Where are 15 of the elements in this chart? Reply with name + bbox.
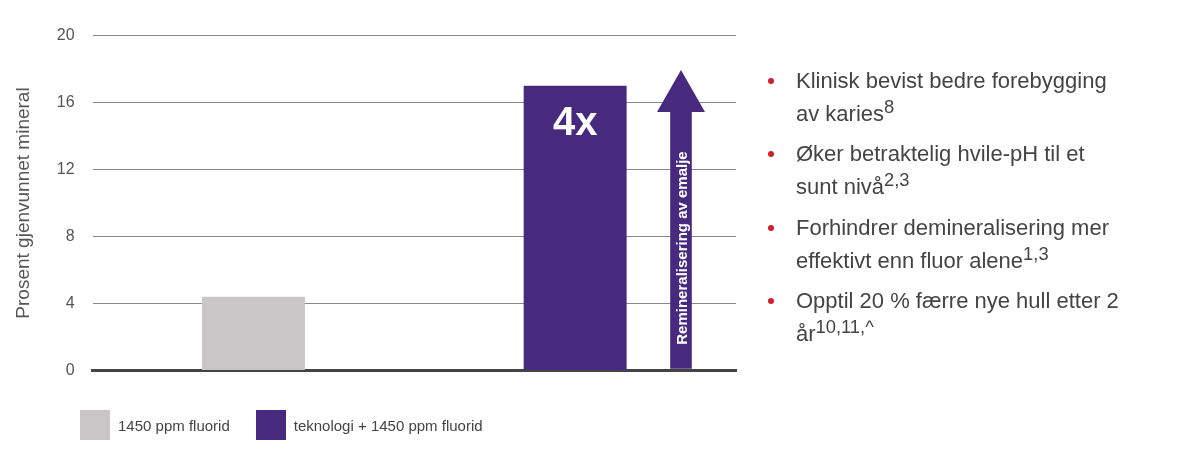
text: Opptil 20 % færre nye hull etter 2 år$^{10,11,^}$	[796, 287, 1120, 348]
legend-label: teknologi + 1450 ppm fluorid	[293, 416, 483, 434]
y-tick-label: 16	[56, 92, 75, 110]
text: Øker betraktelig hvile-pH til et sunt nivå$^{2,3}$	[796, 141, 1086, 201]
y-tick-label: 4	[65, 293, 75, 311]
annotation: 4x	[552, 98, 598, 143]
y-axis-title: Prosent gjenvunnet mineral	[11, 87, 33, 319]
y-tick-label: 8	[65, 226, 75, 244]
annotation: Remineralisering av emalje	[672, 151, 690, 345]
y-tick-label: 20	[56, 26, 75, 44]
text: Klinisk bevist bedre forebygging av karies$^{8}$	[796, 68, 1108, 128]
legend-label: 1450 ppm fluorid	[118, 416, 230, 434]
text: Forhindrer demineralisering mer effektivt enn fluor alene$^{1,3}$	[796, 214, 1110, 274]
y-tick-label: 12	[56, 159, 75, 177]
y-tick-label: 0	[65, 360, 75, 378]
